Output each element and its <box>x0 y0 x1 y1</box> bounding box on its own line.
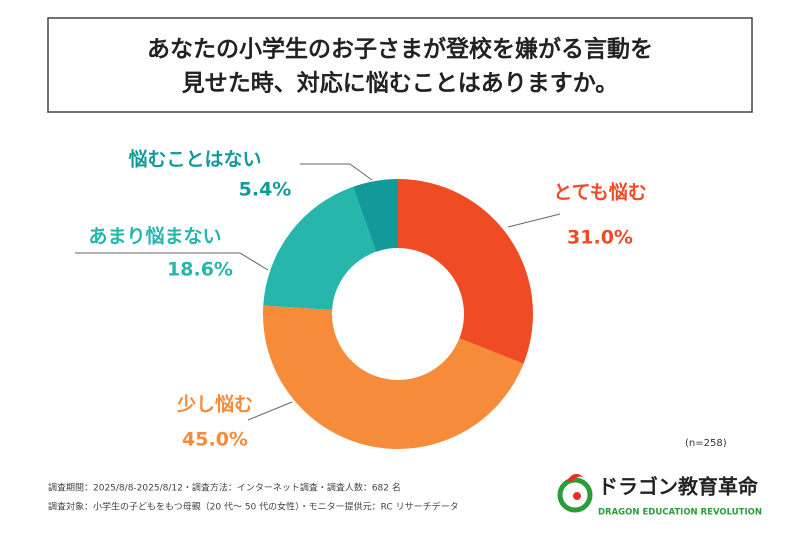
leader-line <box>75 252 269 271</box>
donut-segment <box>398 179 533 364</box>
brand-tagline: DRAGON EDUCATION REVOLUTION <box>598 508 762 518</box>
value-label: 5.4% <box>239 179 292 201</box>
value-label: 18.6% <box>167 259 233 281</box>
category-label: 少し悩む <box>176 393 253 416</box>
title-box <box>47 17 753 113</box>
leader-line <box>300 163 373 181</box>
brand-name: ドラゴン教育革命 <box>598 475 759 499</box>
footer-note: 調査対象：小学生の子どもをもつ母親（20 代～ 50 代の女性）・モニター提供元… <box>48 501 459 513</box>
chart-title: 見せた時、対応に悩むことはありますか。 <box>182 70 619 97</box>
donut-segment <box>263 186 377 310</box>
logo <box>557 473 593 513</box>
category-label: あまり悩まない <box>88 225 221 248</box>
value-label: 45.0% <box>182 429 248 451</box>
donut-segment <box>353 179 398 252</box>
sample-note: (n=258) <box>685 438 727 449</box>
leader-line <box>507 213 561 228</box>
leader-line <box>247 401 293 421</box>
footer-note: 調査期間：2025/8/8-2025/8/12・調査方法：インターネット調査・調… <box>48 482 401 494</box>
category-label: 悩むことはない <box>128 148 261 171</box>
donut-segment <box>263 305 524 449</box>
value-label: 31.0% <box>567 227 633 249</box>
category-label: とても悩む <box>553 181 646 204</box>
chart-title: あなたの小学生のお子さまが登校を嫌がる言動を <box>147 36 653 63</box>
